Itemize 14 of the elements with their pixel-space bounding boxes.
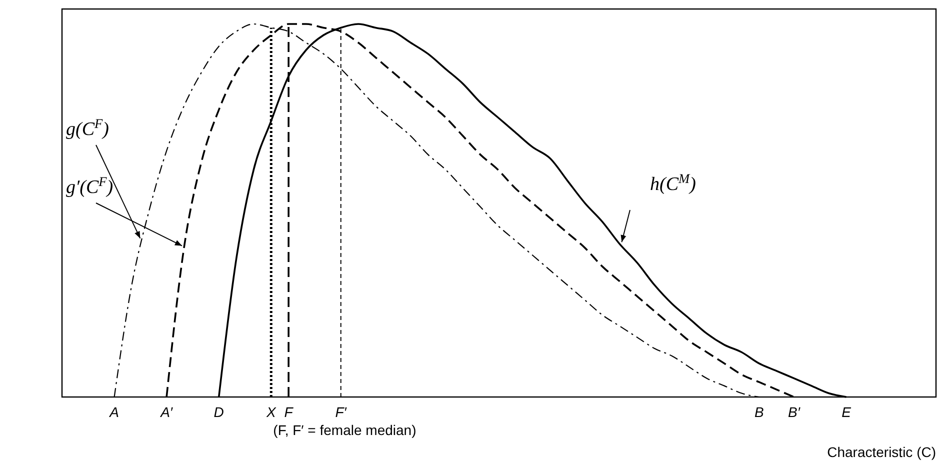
x-tick-label: A: [108, 404, 119, 420]
x-tick-label: B: [754, 404, 764, 420]
x-axis-title: Characteristic (C): [827, 444, 936, 460]
x-tick-label: F′: [335, 404, 348, 420]
text: g′(C$^{F}$): [66, 174, 114, 198]
x-tick-label: D: [214, 404, 224, 420]
x-tick-label: F: [284, 404, 294, 420]
x-tick-label: X: [265, 404, 276, 420]
text: g(C$^{F}$): [66, 116, 109, 140]
text: h(C$^{M}$): [650, 170, 696, 195]
x-tick-label: E: [842, 404, 852, 420]
x-tick-label: A′: [160, 404, 174, 420]
text: (F, F′ = female median): [273, 422, 416, 438]
x-tick-label: B′: [788, 404, 802, 420]
